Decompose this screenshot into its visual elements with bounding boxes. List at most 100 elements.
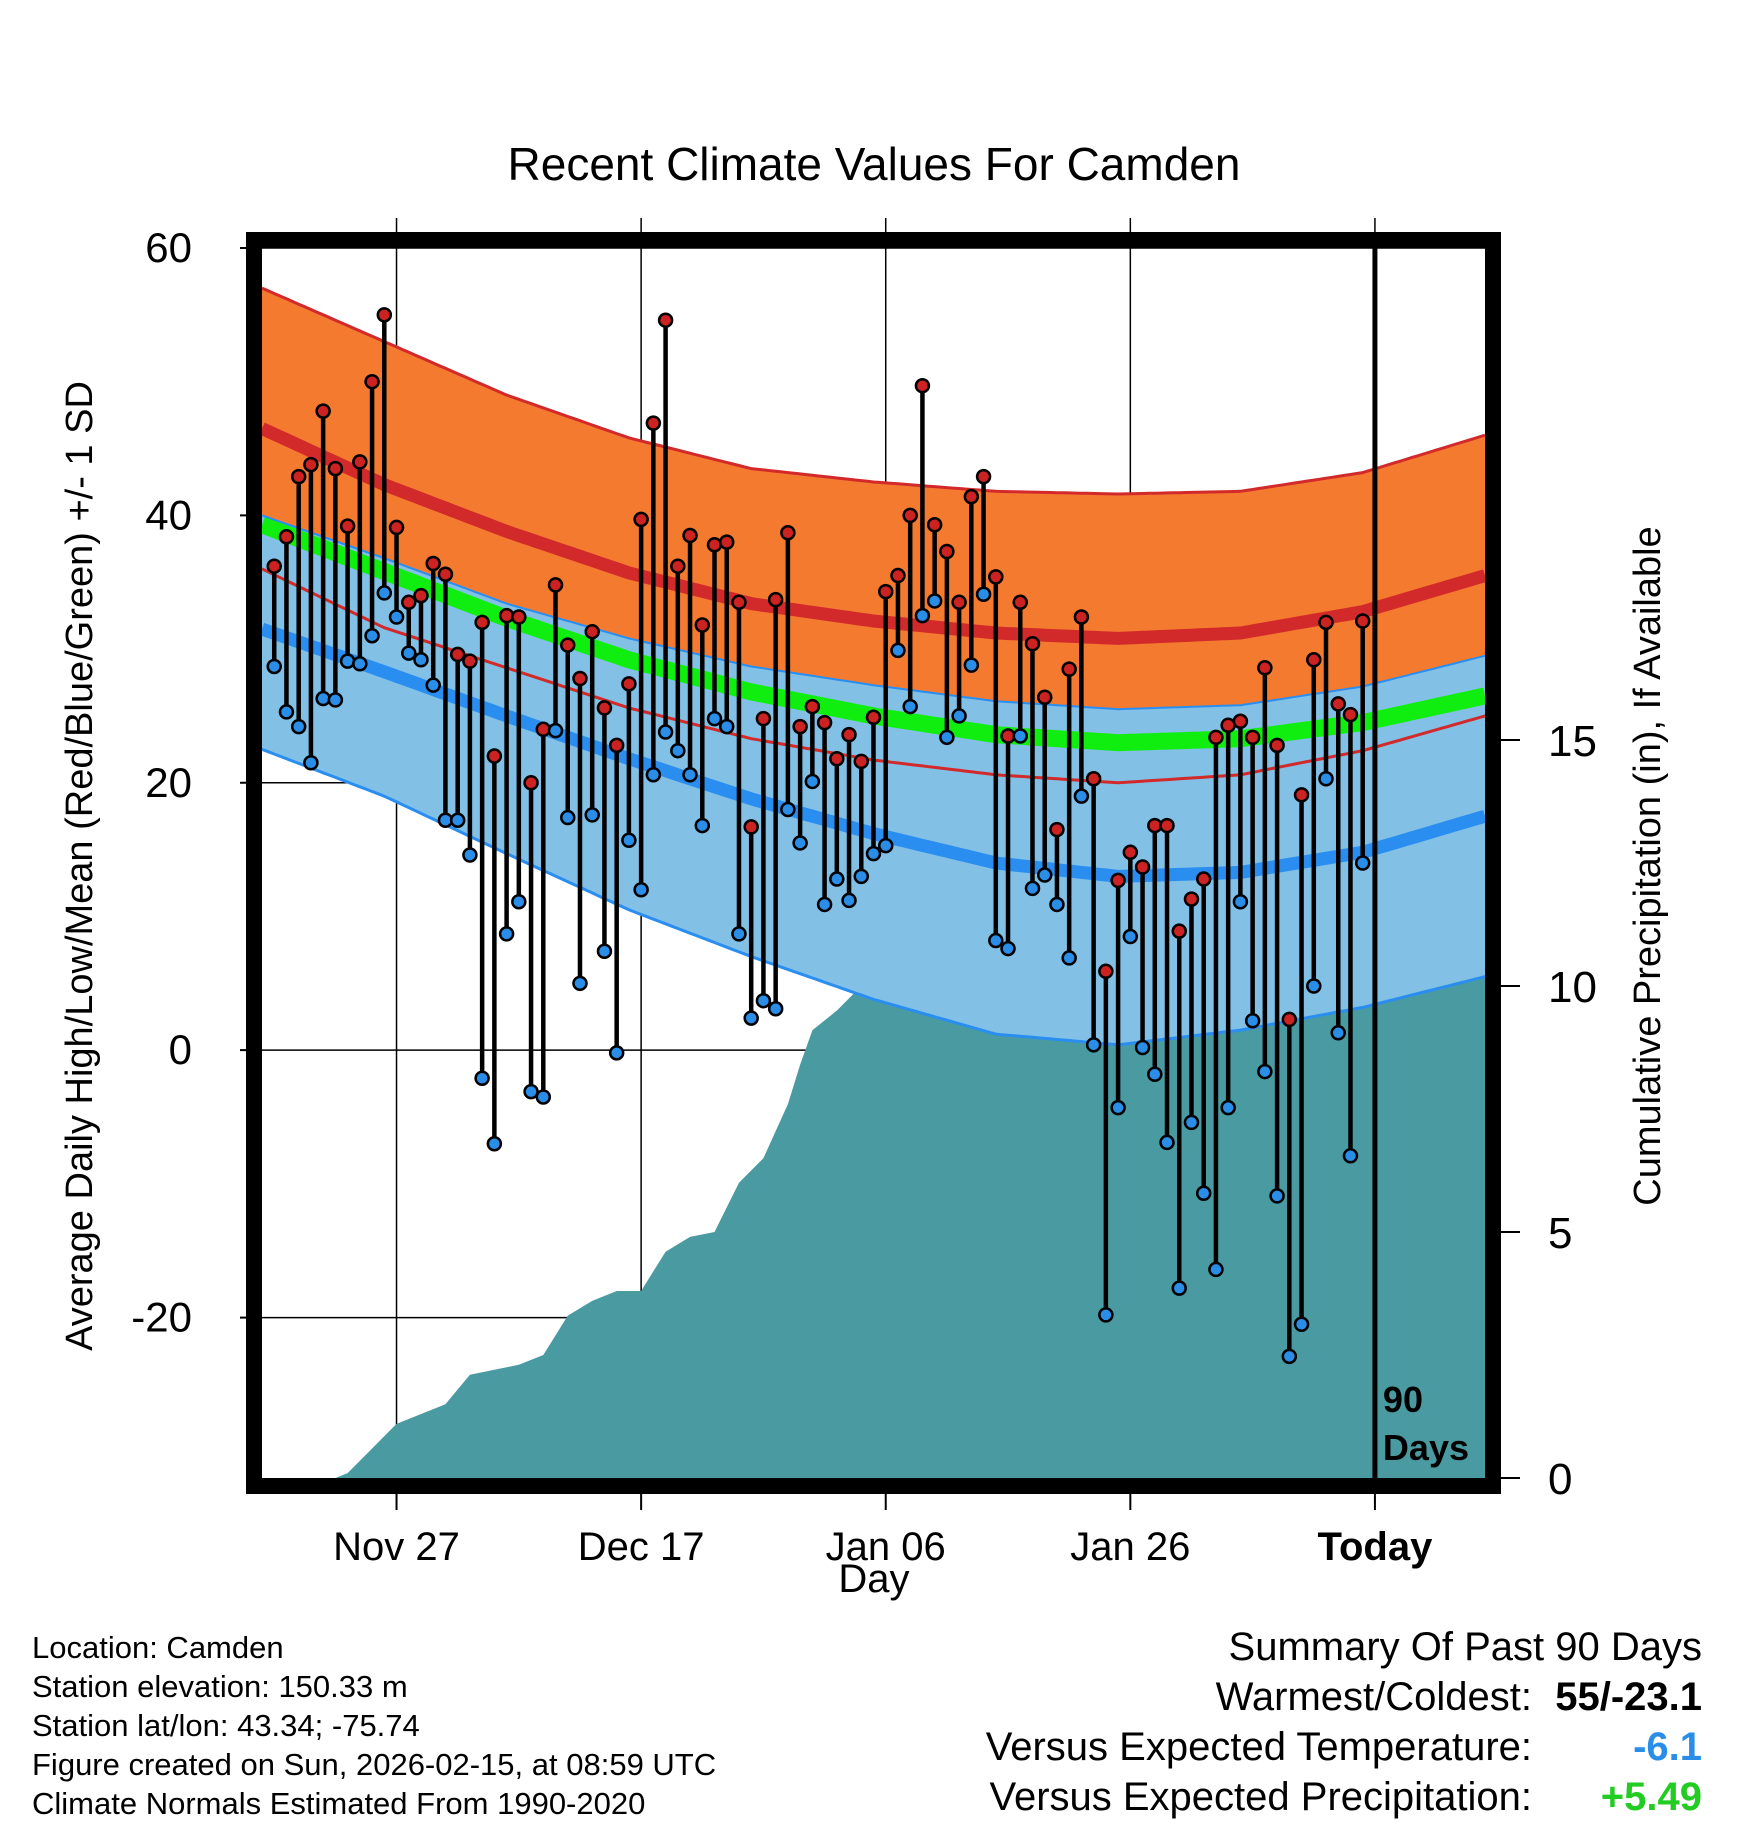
low-point-16: [462, 847, 478, 863]
low-point-72: [1147, 1066, 1163, 1082]
y-tick-label-right-3: 15: [1548, 717, 1597, 766]
low-point-36: [706, 710, 723, 727]
high-point-11: [401, 594, 417, 611]
high-point-48: [853, 753, 870, 770]
y-tick-label-right-0: 0: [1548, 1455, 1572, 1504]
low-point-15: [449, 812, 466, 828]
high-point-39: [743, 819, 759, 835]
high-point-84: [1293, 787, 1310, 803]
low-point-85: [1306, 978, 1322, 994]
high-point-16: [462, 653, 478, 669]
low-point-48: [853, 868, 870, 885]
low-point-7: [352, 656, 368, 672]
high-point-49: [865, 709, 882, 726]
high-point-56: [951, 594, 967, 611]
axes: -20 0 20 40 60 0 5 10 15 Nov 27 Dec 17 Jan 06 Jan 26…: [131, 224, 1597, 1569]
high-point-31: [645, 415, 662, 431]
high-point-73: [1159, 817, 1175, 834]
high-point-66: [1073, 609, 1090, 625]
high-point-82: [1269, 737, 1285, 754]
low-plus-sd-line: [261, 514, 1486, 711]
high-point-3: [303, 456, 319, 473]
high-point-54: [926, 517, 943, 533]
low-point-35: [694, 817, 711, 834]
low-point-41: [767, 1000, 784, 1017]
high-point-15: [449, 646, 466, 663]
low-point-47: [841, 892, 857, 909]
low-point-62: [1024, 880, 1041, 897]
high-point-69: [1110, 872, 1126, 889]
high-point-46: [829, 750, 845, 767]
high-point-59: [988, 569, 1004, 585]
low-point-38: [731, 926, 747, 942]
low-point-0: [266, 658, 282, 675]
high-point-41: [767, 591, 784, 608]
high-point-19: [498, 607, 515, 624]
low-point-60: [1000, 940, 1016, 957]
low-point-28: [608, 1045, 625, 1061]
low-point-40: [755, 992, 772, 1009]
high-point-28: [608, 737, 625, 754]
x-tick-label-4: Today: [1318, 1525, 1434, 1569]
low-point-83: [1281, 1348, 1298, 1365]
low-point-51: [890, 642, 906, 659]
low-point-82: [1269, 1188, 1285, 1204]
low-point-26: [584, 807, 600, 823]
low-point-59: [988, 932, 1004, 949]
high-point-44: [804, 698, 821, 715]
high-point-74: [1171, 923, 1187, 939]
low-point-53: [914, 607, 931, 624]
high-point-17: [474, 614, 490, 631]
high-point-1: [278, 529, 295, 545]
plot-frame: [246, 232, 1501, 1494]
low-point-18: [486, 1136, 503, 1152]
warm-cold-value: 55/-23.1: [1555, 1675, 1702, 1719]
y-tick-label-left-2: 20: [145, 759, 192, 806]
y-tick-label-right-2: 10: [1548, 963, 1597, 1012]
high-point-29: [621, 676, 637, 692]
low-point-45: [816, 896, 833, 913]
low-point-39: [743, 1010, 759, 1026]
high-point-76: [1195, 871, 1212, 887]
high-point-81: [1257, 660, 1273, 676]
low-point-3: [303, 754, 319, 771]
high-point-9: [376, 307, 393, 323]
high-point-53: [914, 377, 931, 394]
low-point-58: [975, 586, 992, 603]
low-point-29: [621, 832, 637, 849]
high-point-68: [1098, 963, 1114, 980]
high-point-64: [1049, 821, 1065, 838]
warm-cold-label: Warmest/Coldest:: [1215, 1675, 1532, 1719]
low-point-87: [1330, 1025, 1346, 1041]
high-point-4: [315, 403, 331, 419]
high-point-77: [1208, 729, 1224, 746]
low-point-71: [1134, 1039, 1151, 1056]
high-point-21: [523, 775, 539, 791]
temp-diff-label: Versus Expected Temperature:: [985, 1725, 1532, 1769]
high-point-67: [1085, 771, 1102, 787]
low-minus-sd-line: [261, 747, 1486, 1047]
chart-title: Recent Climate Values For Camden: [508, 138, 1241, 190]
daily-range-bars: [271, 314, 1365, 1357]
high-point-13: [425, 555, 441, 572]
low-point-84: [1293, 1316, 1310, 1332]
low-point-81: [1257, 1063, 1273, 1080]
high-plus-sd-line: [261, 286, 1486, 496]
summary-row-temp: Versus Expected Temperature: -6.1: [802, 1722, 1702, 1772]
high-point-80: [1244, 729, 1261, 746]
low-point-11: [401, 645, 417, 661]
high-point-38: [731, 594, 747, 611]
high-point-25: [572, 670, 588, 687]
high-point-20: [511, 609, 527, 625]
low-point-1: [278, 704, 295, 720]
high-point-79: [1232, 713, 1249, 730]
high-point-75: [1183, 891, 1200, 907]
today-label-line1: 90: [1383, 1379, 1423, 1420]
low-point-22: [535, 1089, 552, 1105]
x-tick-label-3: Jan 26: [1070, 1525, 1190, 1569]
elevation-text: Station elevation: 150.33 m: [32, 1669, 408, 1704]
temp-diff-value: -6.1: [1633, 1725, 1702, 1769]
low-point-52: [902, 698, 918, 715]
low-point-64: [1049, 896, 1065, 913]
high-point-51: [890, 567, 906, 584]
